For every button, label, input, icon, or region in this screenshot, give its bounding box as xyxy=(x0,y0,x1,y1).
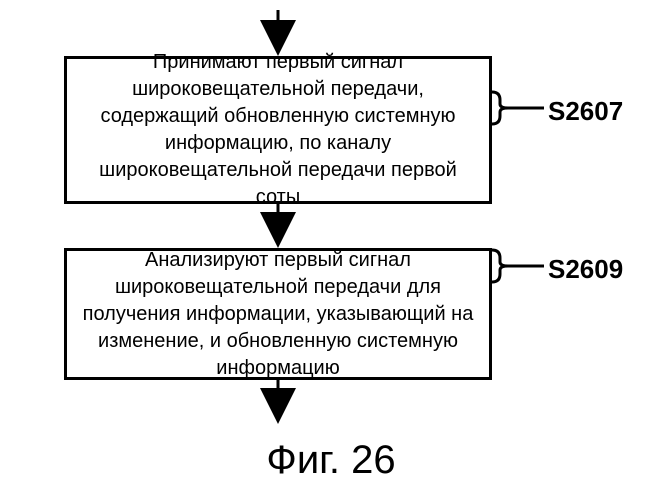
diagram-canvas: Принимают первый сигнал широковещательно… xyxy=(0,0,662,500)
arrow-into-step1 xyxy=(0,0,662,500)
figure-caption: Фиг. 26 xyxy=(0,438,662,483)
